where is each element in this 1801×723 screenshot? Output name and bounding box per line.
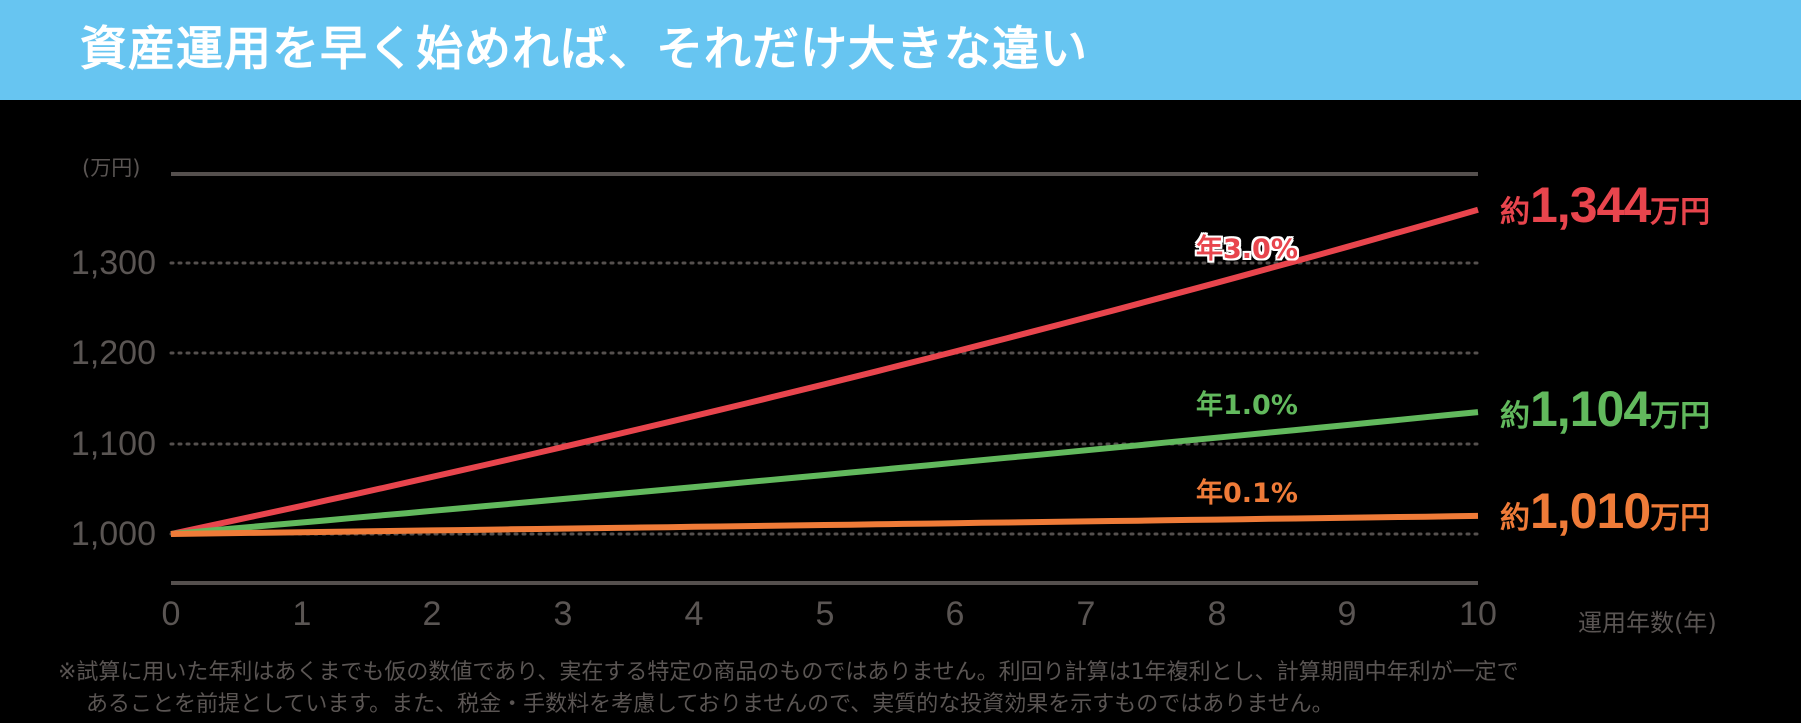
end-value-1pct: 約1,104万円 [1500, 384, 1710, 446]
y-tick-1100: 1,100 [70, 425, 156, 463]
footnote-line-1: ※試算に用いた年利はあくまでも仮の数値であり、実在する特定の商品のものではありま… [58, 660, 1519, 685]
end-value-number: 1,344 [1530, 177, 1651, 233]
y-tick-1000: 1,000 [70, 515, 156, 553]
y-tick-1200: 1,200 [70, 334, 156, 372]
approx-prefix: 約 [1500, 399, 1530, 434]
x-tick-9: 9 [1337, 595, 1357, 633]
series-line-0-1pct [170, 512, 1479, 537]
x-tick-2: 2 [422, 595, 442, 633]
x-tick-10: 10 [1459, 595, 1497, 633]
footnote-line-2: あることを前提としています。また、税金・手数料を考慮しておりませんので、実質的な… [86, 692, 1334, 717]
footnote: ※試算に用いた年利はあくまでも仮の数値であり、実在する特定の商品のものではありま… [58, 657, 1778, 721]
end-value-number: 1,104 [1530, 381, 1651, 437]
x-tick-0: 0 [161, 595, 181, 633]
end-value-3pct: 約1,344万円 [1500, 180, 1710, 242]
x-tick-8: 8 [1207, 595, 1227, 633]
series-line-3pct [170, 206, 1479, 537]
x-tick-7: 7 [1076, 595, 1096, 633]
x-tick-4: 4 [684, 595, 704, 633]
unit-suffix: 万円 [1650, 399, 1711, 434]
x-axis-label: 運用年数(年) [1578, 609, 1717, 637]
y-axis-unit: (万円) [82, 156, 141, 180]
x-tick-3: 3 [553, 595, 573, 633]
end-value-0-1pct: 約1,010万円 [1500, 486, 1710, 548]
approx-prefix: 約 [1500, 195, 1530, 230]
approx-prefix: 約 [1500, 501, 1530, 536]
x-tick-6: 6 [945, 595, 965, 633]
series-label-0-1pct: 年0.1% [1196, 478, 1298, 509]
series-label-3pct: 年3.0% [1196, 234, 1298, 265]
end-value-number: 1,010 [1530, 483, 1651, 539]
series-line-1pct [170, 409, 1479, 537]
title-banner: 資産運用を早く始めれば、それだけ大きな違い [0, 0, 1801, 100]
x-tick-1: 1 [292, 595, 312, 633]
page-title: 資産運用を早く始めれば、それだけ大きな違い [80, 22, 1088, 77]
series-label-1pct: 年1.0% [1196, 390, 1298, 421]
x-tick-5: 5 [815, 595, 835, 633]
unit-suffix: 万円 [1650, 501, 1711, 536]
y-tick-1300: 1,300 [70, 244, 156, 282]
unit-suffix: 万円 [1650, 195, 1711, 230]
